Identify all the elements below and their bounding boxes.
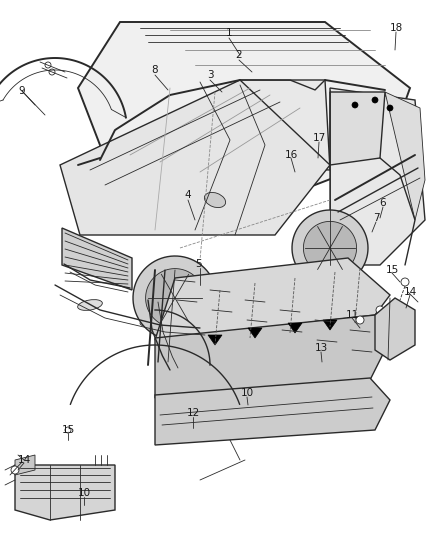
Polygon shape [60,80,330,235]
Text: 5: 5 [194,259,201,269]
Text: 15: 15 [61,425,74,435]
Polygon shape [155,378,390,445]
Circle shape [387,105,393,111]
Text: 11: 11 [346,310,359,320]
Circle shape [11,466,19,474]
Polygon shape [15,455,35,475]
Polygon shape [155,315,390,398]
Text: 16: 16 [284,150,298,160]
Polygon shape [330,88,425,265]
Polygon shape [385,92,425,220]
Polygon shape [304,221,357,274]
Polygon shape [155,258,390,340]
Polygon shape [248,328,262,338]
Polygon shape [375,298,415,360]
Text: 13: 13 [314,343,328,353]
Polygon shape [208,335,222,345]
Text: 18: 18 [389,23,403,33]
Circle shape [49,69,55,75]
Polygon shape [15,465,115,520]
Ellipse shape [78,300,102,310]
Circle shape [372,97,378,103]
Text: 10: 10 [78,488,91,498]
Text: 2: 2 [236,50,242,60]
Ellipse shape [140,317,170,327]
Polygon shape [100,80,330,170]
Circle shape [352,102,358,108]
Text: 9: 9 [19,86,25,96]
Polygon shape [292,210,368,286]
Text: 7: 7 [373,213,379,223]
Polygon shape [145,269,205,327]
Text: 8: 8 [152,65,158,75]
Polygon shape [323,320,337,330]
Polygon shape [78,22,410,210]
Circle shape [401,278,409,286]
Text: 17: 17 [312,133,325,143]
Text: 1: 1 [226,28,232,38]
Text: 12: 12 [187,408,200,418]
Circle shape [376,306,384,314]
Text: 14: 14 [18,455,31,465]
Ellipse shape [205,192,226,207]
Text: 4: 4 [185,190,191,200]
Text: 14: 14 [403,287,417,297]
Polygon shape [330,92,385,165]
Text: 10: 10 [240,388,254,398]
Polygon shape [133,256,217,340]
Polygon shape [288,323,302,333]
Text: 6: 6 [380,198,386,208]
Circle shape [356,316,364,324]
Circle shape [45,62,51,68]
Text: 15: 15 [385,265,399,275]
Circle shape [65,427,71,433]
Polygon shape [62,228,132,290]
Text: 3: 3 [207,70,213,80]
